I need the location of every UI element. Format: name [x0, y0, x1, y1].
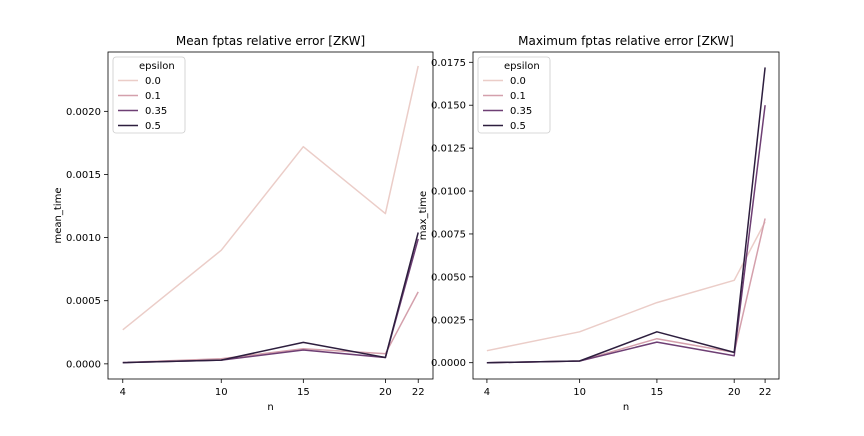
y-tick-label: 0.0125	[431, 144, 466, 155]
y-axis-label: mean_time	[53, 188, 64, 244]
y-tick-label: 0.0005	[66, 296, 101, 307]
y-tick-label: 0.0150	[431, 101, 466, 112]
y-tick-label: 0.0020	[66, 107, 101, 118]
legend-label: 0.0	[510, 76, 526, 87]
legend: epsilon 0.0 0.1 0.35 0.5	[112, 56, 186, 134]
y-tick-label: 0.0015	[66, 170, 101, 181]
chart-title: Mean fptas relative error [ZKW]	[176, 34, 365, 48]
y-tick-label: 0.0010	[66, 233, 101, 244]
chart-1: Mean fptas relative error [ZKW] 4 10 15 20 22…	[53, 34, 434, 413]
plot-area	[107, 51, 434, 380]
chart-2: Maximum fptas relative error [ZKW] 4 10 15 2…	[418, 34, 780, 413]
y-axis-label: max_time	[418, 191, 429, 240]
legend-label: 0.1	[510, 91, 526, 102]
x-axis-label: n	[623, 402, 629, 413]
y-tick-label: 0.0175	[431, 58, 466, 69]
chart-title: Maximum fptas relative error [ZKW]	[518, 34, 734, 48]
y-tick-label: 0.0075	[431, 229, 466, 240]
legend-box	[477, 56, 551, 134]
x-tick-label: 22	[412, 387, 425, 398]
y-tick-label: 0.0000	[66, 359, 101, 370]
legend-title: epsilon	[139, 61, 175, 72]
legend-label: 0.5	[145, 121, 161, 132]
x-tick-label: 15	[297, 387, 310, 398]
y-tick-label: 0.0000	[431, 358, 466, 369]
series-line-0-5	[122, 232, 419, 364]
y-tick-label: 0.0100	[431, 187, 466, 198]
legend-title: epsilon	[504, 61, 540, 72]
legend-label: 0.0	[145, 76, 161, 87]
legend-label: 0.5	[510, 121, 526, 132]
legend-label: 0.35	[510, 106, 532, 117]
plot-area	[472, 51, 780, 380]
x-tick-label: 15	[651, 387, 664, 398]
series-line-0-5	[486, 67, 766, 364]
x-tick-label: 10	[573, 387, 586, 398]
x-tick-label: 20	[379, 387, 392, 398]
x-tick-label: 22	[759, 387, 772, 398]
x-axis-label: n	[267, 402, 273, 413]
legend-label: 0.1	[145, 91, 161, 102]
x-tick-label: 20	[728, 387, 741, 398]
legend-label: 0.35	[145, 106, 167, 117]
y-tick-label: 0.0025	[431, 315, 466, 326]
y-tick-label: 0.0050	[431, 272, 466, 283]
legend-box	[112, 56, 186, 134]
x-tick-label: 10	[215, 387, 228, 398]
series-line-0-1	[122, 291, 419, 364]
legend: epsilon 0.0 0.1 0.35 0.5	[477, 56, 551, 134]
x-tick-label: 4	[484, 387, 490, 398]
x-tick-label: 4	[120, 387, 126, 398]
series-line-0-0	[122, 65, 419, 331]
